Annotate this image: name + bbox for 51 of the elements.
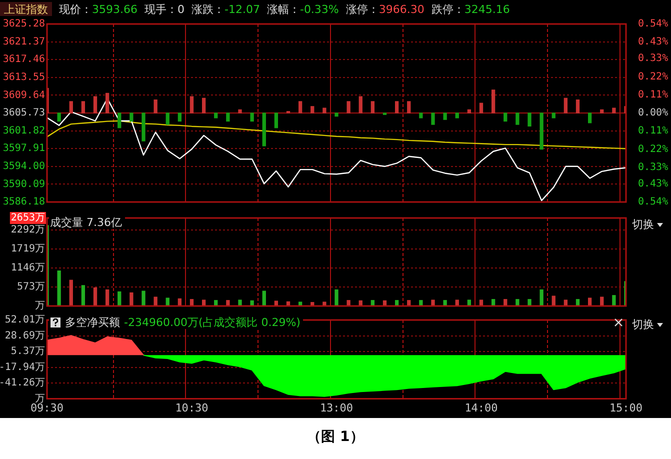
y-tick-label: 28.69万 (4, 330, 45, 342)
y2-tick-label: 0.54% (638, 196, 668, 208)
text: 切换 (632, 217, 654, 232)
text: 现价：3593.66 (59, 3, 138, 16)
x-tick-label: 13:00 (320, 401, 354, 414)
y-tick-label: 3590.09 (2, 178, 45, 190)
y-tick-label: 3601.82 (2, 125, 45, 136)
y-tick-label: 3621.37 (2, 36, 45, 48)
y-tick-label: 5.37万 (10, 346, 45, 358)
chart-subtitle: -234960.00万(占成交额比 0.29%) (124, 316, 300, 329)
chart-title: 多空净买额 (65, 316, 120, 329)
y2-tick-label: 0.33% (638, 162, 668, 173)
y-tick-label: 3617.46 (2, 54, 45, 66)
text: 涨跌：-12.07 (192, 3, 260, 16)
y-tick-label: 万 (35, 393, 45, 404)
y2-tick-label: 0.22% (638, 71, 668, 82)
y2-tick-label: 0.43% (638, 36, 668, 48)
text: 现手：0 (144, 3, 184, 16)
y2-tick-label: 0.43% (638, 178, 668, 190)
x-tick-label: 15:00 (609, 401, 643, 414)
text: 切换 (632, 317, 654, 332)
y2-tick-label: 0.54% (638, 18, 668, 30)
y-tick-label: 2292万 (10, 224, 45, 236)
y-tick-label: 52.01万 (4, 314, 45, 326)
y-tick-label: 3586.18 (2, 196, 45, 208)
chart-title: 成交量 7.36亿 (50, 216, 122, 229)
y-tick-label: 3597.91 (2, 143, 45, 154)
y-tick-label: 1719万 (10, 244, 45, 255)
x-tick-label: 10:30 (175, 401, 208, 414)
y2-tick-label: 0.11% (638, 89, 668, 100)
x-tick-label: 14:00 (464, 401, 498, 414)
y2-tick-label: 0.11% (638, 126, 668, 137)
text: 涨幅：-0.33% (266, 3, 339, 16)
y-tick-label: 3625.28 (2, 18, 45, 30)
y-tick-label: 3605.73 (2, 108, 45, 119)
text: （图 1） (306, 428, 365, 446)
y-tick-label: 3613.55 (2, 72, 45, 83)
y-tick-label: 2653万 (10, 212, 45, 224)
y2-tick-label: 0.00% (638, 108, 668, 119)
text: 涨停：3966.30 (346, 3, 424, 16)
text: 跌停：3245.16 (431, 3, 510, 16)
y-tick-label: 万 (35, 300, 45, 312)
y2-tick-label: 0.22% (638, 144, 668, 155)
y-tick-label: 3609.64 (2, 90, 45, 101)
y-tick-label: 3594.00 (2, 160, 45, 172)
chart-title: 上证指数 (0, 2, 52, 16)
y-tick-label: -17.94万 (0, 362, 45, 373)
y-tick-label: -41.26万 (0, 378, 45, 389)
y-tick-label: 573万 (16, 282, 45, 293)
y-tick-label: 1146万 (10, 262, 45, 274)
y2-tick-label: 0.33% (638, 53, 668, 64)
